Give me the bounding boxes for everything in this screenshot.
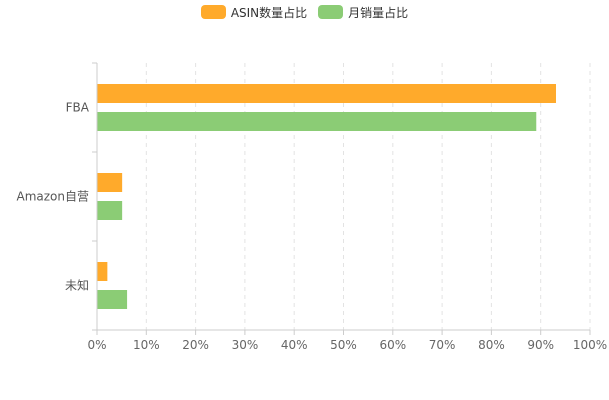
category-label: 未知 xyxy=(65,279,89,293)
bar-asin-share xyxy=(97,173,123,192)
x-tick-label: 0% xyxy=(87,338,106,352)
legend-item-asin-share[interactable]: ASIN数量占比 xyxy=(200,3,308,21)
bar-monthly-sales-share xyxy=(97,201,123,220)
bar-asin-share xyxy=(97,84,556,103)
legend-item-monthly-sales-share[interactable]: 月销量占比 xyxy=(318,3,408,21)
category-label: FBA xyxy=(66,101,90,115)
bar-monthly-sales-share xyxy=(97,112,537,131)
chart-legend: ASIN数量占比 月销量占比 xyxy=(0,3,609,21)
x-tick-label: 20% xyxy=(182,338,209,352)
x-tick-label: 10% xyxy=(133,338,160,352)
legend-swatch-asin-share xyxy=(200,5,226,19)
legend-label-asin-share: ASIN数量占比 xyxy=(230,5,308,20)
legend-swatch-monthly-sales-share xyxy=(318,5,344,19)
legend-label-monthly-sales-share: 月销量占比 xyxy=(348,5,409,20)
x-tick-label: 70% xyxy=(429,338,456,352)
bar-asin-share xyxy=(97,262,108,281)
x-tick-label: 50% xyxy=(330,338,357,352)
x-tick-label: 40% xyxy=(281,338,308,352)
x-tick-label: 60% xyxy=(379,338,406,352)
x-tick-label: 90% xyxy=(527,338,554,352)
bar-monthly-sales-share xyxy=(97,290,128,309)
x-tick-label: 30% xyxy=(232,338,259,352)
x-tick-label: 100% xyxy=(573,338,607,352)
x-tick-label: 80% xyxy=(478,338,505,352)
category-label: Amazon自营 xyxy=(17,190,90,204)
